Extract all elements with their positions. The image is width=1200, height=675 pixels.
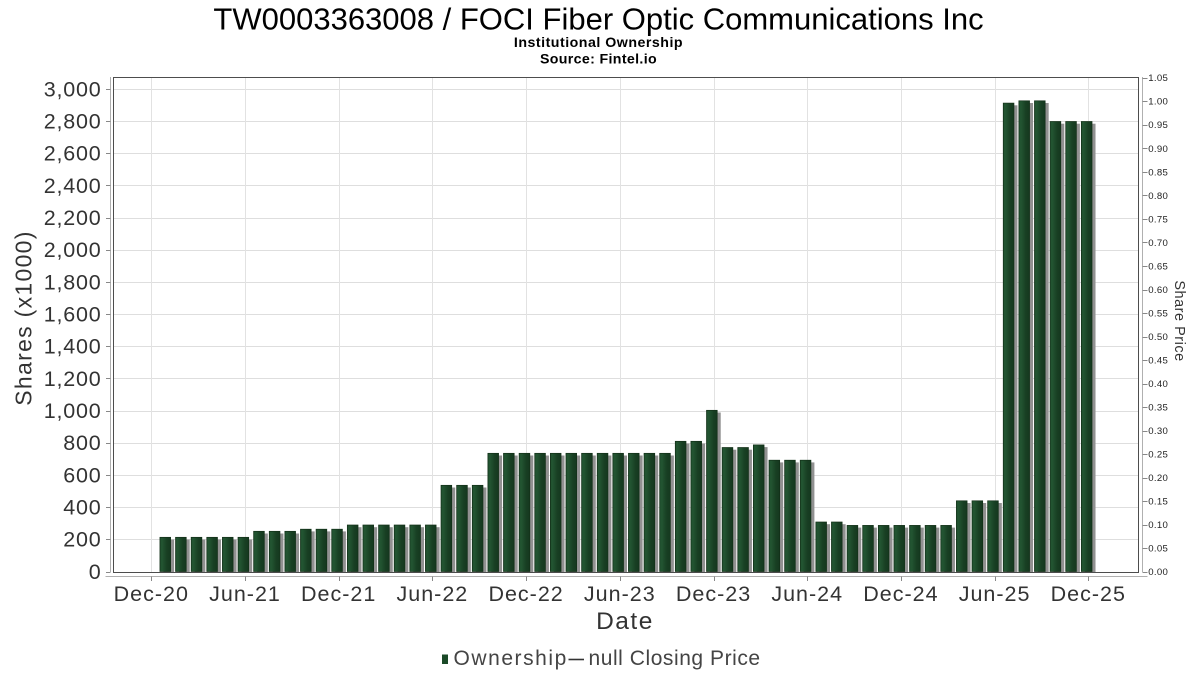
svg-text:1.05: 1.05 <box>1148 73 1168 84</box>
svg-text:1,200: 1,200 <box>44 367 102 391</box>
svg-text:0.45: 0.45 <box>1148 356 1168 367</box>
svg-text:0.50: 0.50 <box>1148 332 1168 343</box>
svg-text:0.80: 0.80 <box>1148 191 1168 202</box>
svg-text:0.40: 0.40 <box>1148 379 1168 390</box>
svg-text:0.85: 0.85 <box>1148 167 1168 178</box>
svg-text:1,600: 1,600 <box>44 303 102 327</box>
svg-text:null Closing Price: null Closing Price <box>589 647 761 670</box>
svg-text:0.30: 0.30 <box>1148 426 1168 437</box>
svg-text:0.75: 0.75 <box>1148 214 1168 225</box>
svg-text:0.65: 0.65 <box>1148 261 1168 272</box>
svg-text:0.60: 0.60 <box>1148 285 1168 296</box>
svg-text:1,400: 1,400 <box>44 335 102 359</box>
svg-text:0: 0 <box>89 560 102 584</box>
svg-text:Dec-21: Dec-21 <box>301 582 376 606</box>
svg-text:Institutional Ownership: Institutional Ownership <box>514 35 683 51</box>
svg-text:0.10: 0.10 <box>1148 520 1168 531</box>
svg-text:800: 800 <box>63 431 101 455</box>
svg-text:TW0003363008 / FOCI Fiber Opti: TW0003363008 / FOCI Fiber Optic Communic… <box>213 2 983 37</box>
svg-text:200: 200 <box>63 528 101 552</box>
svg-text:2,200: 2,200 <box>44 206 102 230</box>
svg-text:2,000: 2,000 <box>44 238 102 262</box>
svg-text:Dec-24: Dec-24 <box>863 582 938 606</box>
svg-text:1.00: 1.00 <box>1148 97 1168 108</box>
svg-text:Jun-22: Jun-22 <box>397 582 469 606</box>
svg-text:0.55: 0.55 <box>1148 308 1168 319</box>
svg-text:Dec-22: Dec-22 <box>488 582 563 606</box>
svg-text:Shares (x1000): Shares (x1000) <box>11 230 37 405</box>
svg-text:600: 600 <box>63 463 101 487</box>
svg-text:0.70: 0.70 <box>1148 238 1168 249</box>
svg-text:0.95: 0.95 <box>1148 120 1168 131</box>
svg-text:Source: Fintel.io: Source: Fintel.io <box>540 52 657 68</box>
svg-text:Jun-21: Jun-21 <box>209 582 281 606</box>
svg-text:Jun-23: Jun-23 <box>584 582 656 606</box>
svg-text:2,400: 2,400 <box>44 174 102 198</box>
svg-text:0.00: 0.00 <box>1148 567 1168 578</box>
svg-text:0.25: 0.25 <box>1148 450 1168 461</box>
svg-text:Jun-24: Jun-24 <box>771 582 843 606</box>
svg-text:1,800: 1,800 <box>44 270 102 294</box>
svg-text:Ownership: Ownership <box>454 647 568 670</box>
svg-text:Dec-20: Dec-20 <box>114 582 189 606</box>
svg-text:0.35: 0.35 <box>1148 403 1168 414</box>
svg-text:3,000: 3,000 <box>44 77 102 101</box>
svg-text:Date: Date <box>596 608 654 635</box>
svg-text:0.05: 0.05 <box>1148 544 1168 555</box>
svg-text:0.20: 0.20 <box>1148 473 1168 484</box>
svg-text:Jun-25: Jun-25 <box>959 582 1031 606</box>
svg-text:Dec-23: Dec-23 <box>676 582 751 606</box>
svg-text:0.90: 0.90 <box>1148 144 1168 155</box>
svg-text:0.15: 0.15 <box>1148 497 1168 508</box>
svg-text:2,600: 2,600 <box>44 142 102 166</box>
svg-text:Share Price: Share Price <box>1171 280 1187 361</box>
svg-text:1,000: 1,000 <box>44 399 102 423</box>
svg-text:400: 400 <box>63 496 101 520</box>
svg-text:2,800: 2,800 <box>44 110 102 134</box>
svg-text:Dec-25: Dec-25 <box>1051 582 1126 606</box>
